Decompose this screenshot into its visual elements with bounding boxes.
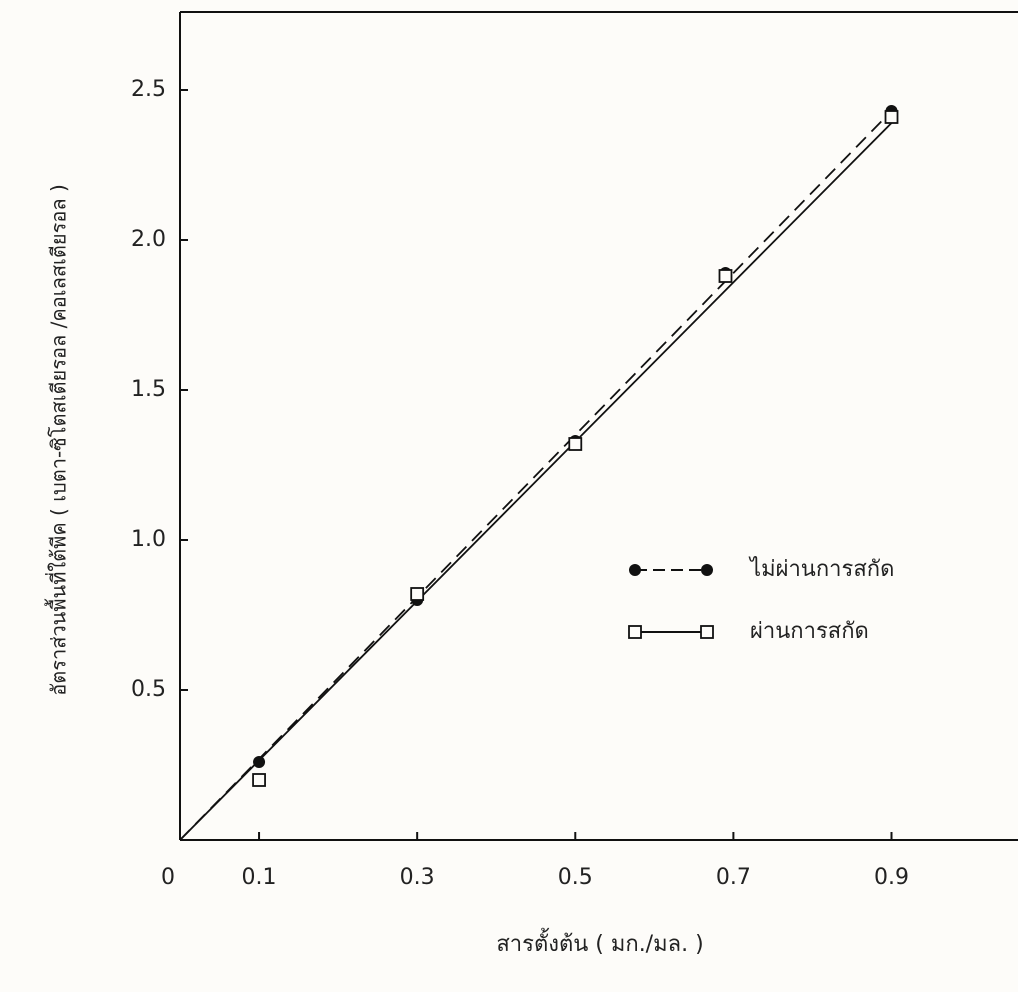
data-point (884, 110, 899, 124)
fit-line (179, 110, 893, 841)
x-tick-label: 0.5 (558, 865, 593, 890)
y-tick-label: 1.0 (131, 527, 166, 552)
x-tick-label: 0.3 (400, 865, 435, 890)
y-tick-label: 2.5 (131, 77, 166, 102)
x-tick-label: 0.1 (242, 865, 277, 890)
legend-marker (700, 625, 714, 639)
x-tick-label: 0.7 (716, 865, 751, 890)
y-tick-label: 2.0 (131, 227, 166, 252)
legend-label: ผ่านการสกัด (750, 619, 869, 644)
data-point (253, 756, 266, 768)
legend-marker (701, 564, 713, 576)
y-tick-label: 0.5 (131, 677, 166, 702)
legend-marker (628, 625, 642, 639)
data-point (718, 269, 733, 283)
y-axis-label: อัตราส่วนพื้นที่ใต้พีค ( เบตา-ซิโตสเตียร… (45, 184, 71, 695)
legend-marker (629, 564, 641, 576)
data-point (410, 587, 425, 601)
x-tick-label: 0.9 (874, 865, 909, 890)
x-axis-label: สารตั้งต้น ( มก./มล. ) (496, 928, 703, 957)
legend-label: ไม่ผ่านการสกัด (748, 556, 894, 582)
fit-line (179, 122, 893, 841)
x-tick-label: 0 (161, 865, 175, 890)
y-tick-label: 1.5 (131, 377, 166, 402)
data-point (252, 773, 266, 787)
data-point (568, 437, 583, 451)
